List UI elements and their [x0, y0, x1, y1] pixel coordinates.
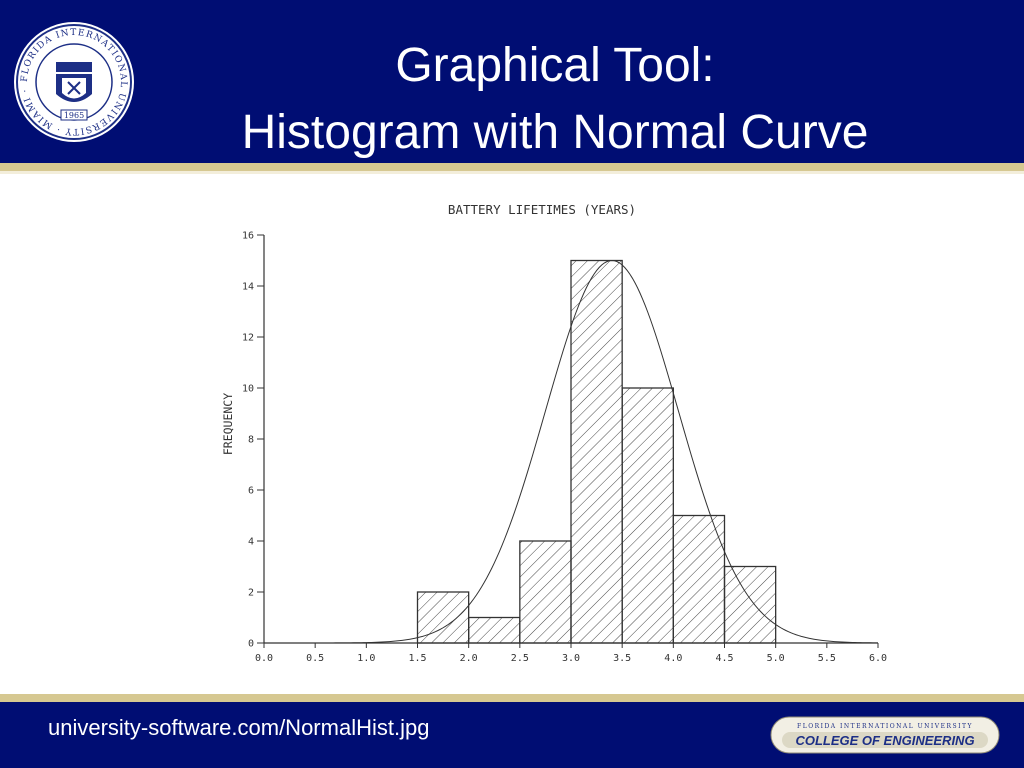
x-tick-label: 5.5	[818, 653, 836, 664]
badge-college-label: COLLEGE OF ENGINEERING	[795, 733, 974, 748]
x-tick-label: 2.0	[460, 653, 478, 664]
badge-university-text: FLORIDA INTERNATIONAL UNIVERSITY	[797, 723, 973, 730]
x-tick-label: 0.0	[255, 653, 273, 664]
histogram-bar	[672, 514, 726, 644]
source-url-text: university-software.com/NormalHist.jpg	[48, 715, 430, 740]
y-tick-label: 2	[248, 588, 254, 599]
y-tick-label: 4	[248, 537, 254, 548]
x-tick-label: 4.5	[715, 653, 733, 664]
university-seal-icon: FLORIDA INTERNATIONAL UNIVERSITY · MIAMI…	[14, 22, 134, 142]
x-tick-label: 1.5	[408, 653, 426, 664]
x-tick-label: 2.5	[511, 653, 529, 664]
histogram-chart: BATTERY LIFETIMES (YEARS) FREQUENCY 0 2 4 6…	[221, 202, 887, 664]
normal-curve-line	[264, 259, 879, 644]
histogram-bar	[468, 616, 521, 644]
y-tick-label: 8	[248, 435, 254, 446]
y-tick-label: 14	[242, 282, 254, 293]
slide-title-line-1: Graphical Tool:	[395, 39, 715, 92]
x-tick-label: 1.0	[357, 653, 375, 664]
header-divider	[0, 163, 1024, 171]
x-tick-label: 0.5	[306, 653, 324, 664]
histogram-bar	[416, 591, 470, 644]
slide-title-line-2: Histogram with Normal Curve	[241, 106, 869, 159]
x-tick-label: 3.5	[613, 653, 631, 664]
histogram-bar	[723, 565, 777, 644]
x-tick-label: 5.0	[767, 653, 785, 664]
chart-title: BATTERY LIFETIMES (YEARS)	[448, 202, 636, 217]
seal-year: 1965	[64, 111, 84, 120]
y-tick-label: 12	[242, 333, 254, 344]
footer-divider	[0, 694, 1024, 702]
x-tick-label: 6.0	[869, 653, 887, 664]
slide-header	[0, 0, 1024, 163]
header-divider-light	[0, 171, 1024, 174]
y-axis-label: FREQUENCY	[221, 393, 235, 455]
x-tick-label: 3.0	[562, 653, 580, 664]
y-tick-label: 10	[242, 384, 254, 395]
y-tick-label: 6	[248, 486, 254, 497]
y-tick-label: 0	[248, 639, 254, 650]
x-tick-label: 4.0	[664, 653, 682, 664]
histogram-bar	[570, 259, 623, 644]
histogram-bar	[519, 540, 572, 644]
y-tick-label: 16	[242, 231, 254, 242]
college-of-engineering-badge: FLORIDA INTERNATIONAL UNIVERSITY COLLEGE…	[770, 716, 1000, 754]
histogram-bar	[621, 387, 674, 644]
